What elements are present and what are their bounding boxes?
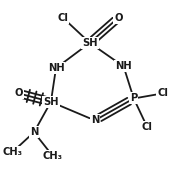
Text: N: N xyxy=(91,115,99,125)
Text: O: O xyxy=(15,88,23,98)
Text: CH₃: CH₃ xyxy=(2,147,22,157)
Text: Cl: Cl xyxy=(142,122,153,132)
Text: P: P xyxy=(130,94,137,104)
Text: N: N xyxy=(30,127,38,137)
Text: Cl: Cl xyxy=(57,13,68,23)
Text: CH₃: CH₃ xyxy=(43,151,63,161)
Text: O: O xyxy=(114,13,123,23)
Text: SH: SH xyxy=(82,38,97,48)
Text: Cl: Cl xyxy=(157,88,168,98)
Text: NH: NH xyxy=(115,61,132,71)
Text: SH: SH xyxy=(43,97,59,107)
Text: NH: NH xyxy=(48,63,64,73)
